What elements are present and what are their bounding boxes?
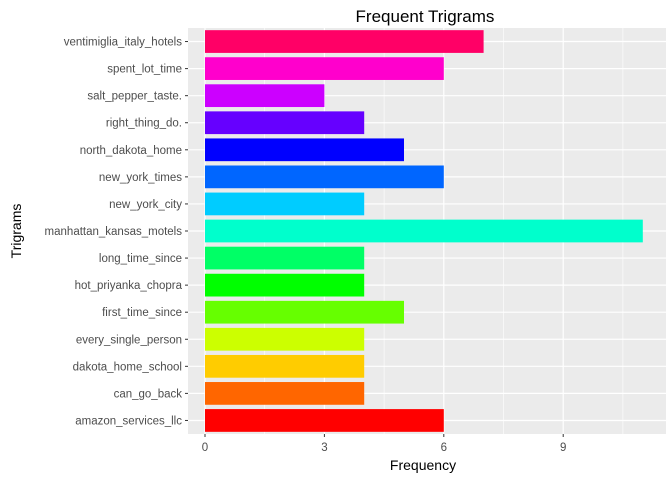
y-tick-label: north_dakota_home [80,145,182,157]
y-axis-title: Trigrams [8,204,24,259]
y-tick-label: first_time_since [102,307,182,319]
y-tick-label: long_time_since [99,253,182,265]
y-tick-label: salt_pepper_taste. [87,91,182,103]
bar-hot-priyanka-chopra [205,273,365,297]
x-tick-label: 9 [560,442,566,454]
bar-amazon-services-llc [205,409,444,432]
x-tick-label: 6 [441,442,447,454]
bar-manhattan-kansas-motels [205,219,643,243]
bar-every-single-person [205,327,365,351]
y-tick-label: can_go_back [114,388,183,400]
y-tick-label: right_thing_do. [106,118,182,130]
y-tick-label: amazon_services_llc [75,415,182,427]
chart-title: Frequent Trigrams [356,7,495,26]
y-tick-label: ventimiglia_italy_hotels [64,37,183,49]
y-tick-label: spent_lot_time [107,64,182,76]
y-tick-label: manhattan_kansas_motels [45,226,183,238]
bar-north-dakota-home [205,138,404,162]
bar-ventimiglia-italy-hotels [205,30,484,53]
bar-new-york-times [205,165,444,189]
bar-dakota-home-school [205,354,365,378]
bar-can-go-back [205,382,365,405]
x-tick-label: 0 [202,442,208,454]
bars [205,30,643,432]
y-tick-label: new_york_city [109,199,182,211]
bar-right-thing-do [205,111,365,135]
bar-spent-lot-time [205,57,444,80]
bar-salt-pepper-taste [205,84,325,108]
y-tick-label: every_single_person [76,334,182,346]
y-tick-label: hot_priyanka_chopra [75,280,183,292]
bar-new-york-city [205,192,365,216]
x-axis-ticks: 0 3 6 9 [202,434,566,454]
bar-first-time-since [205,300,404,324]
y-axis-ticks: ventimiglia_italy_hotels spent_lot_timesa… [45,37,188,427]
x-tick-label: 3 [321,442,327,454]
bar-long-time-since [205,246,365,270]
y-tick-label: new_york_times [99,172,182,184]
y-tick-label: dakota_home_school [73,361,182,373]
x-axis-title: Frequency [390,457,456,473]
